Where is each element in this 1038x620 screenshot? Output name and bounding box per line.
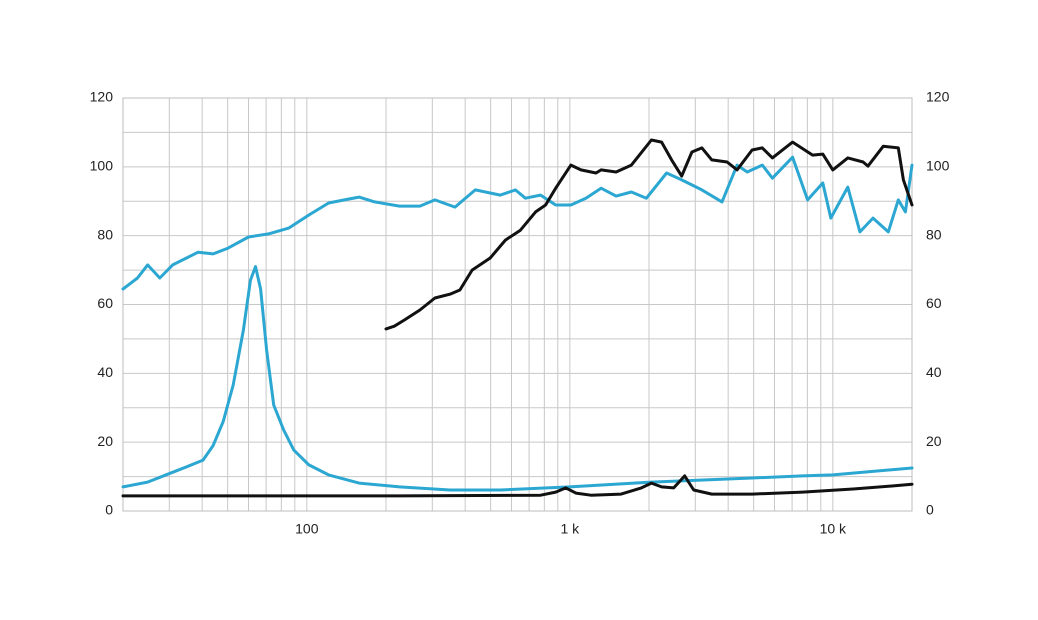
y-tick-label: 80 — [97, 226, 113, 242]
x-tick-label: 10 k — [820, 521, 847, 537]
y-tick-label: 40 — [97, 364, 113, 380]
y-tick-label: 60 — [97, 295, 113, 311]
y2-tick-label: 100 — [926, 158, 950, 174]
series-line — [121, 155, 914, 291]
plot-frame — [122, 97, 913, 512]
series-line — [384, 138, 914, 331]
x-tick-label: 100 — [295, 521, 319, 537]
y2-tick-label: 60 — [926, 295, 942, 311]
series-line — [121, 474, 914, 498]
x-tick-label: 1 k — [560, 521, 580, 537]
y2-tick-label: 20 — [926, 433, 942, 449]
y2-tick-label: 40 — [926, 364, 942, 380]
y-tick-label: 120 — [90, 89, 114, 105]
series-line — [121, 265, 914, 492]
y-tick-label: 0 — [105, 502, 113, 518]
y2-tick-label: 0 — [926, 502, 934, 518]
y-tick-label: 20 — [97, 433, 113, 449]
y2-tick-label: 120 — [926, 89, 950, 105]
y-tick-label: 100 — [90, 158, 114, 174]
y2-tick-label: 80 — [926, 226, 942, 242]
